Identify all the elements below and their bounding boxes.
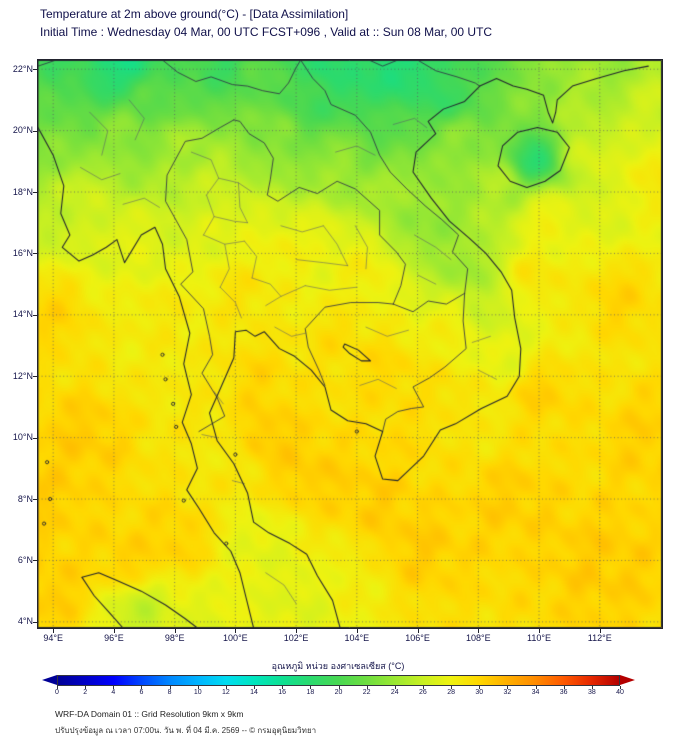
lon-tick-label: 106°E (405, 633, 430, 643)
lon-tick-label: 104°E (344, 633, 370, 643)
colorbar-left-arrow (42, 675, 57, 685)
colorbar-tick-mark (422, 686, 424, 689)
colorbar-tick-label: 18 (306, 689, 315, 696)
lon-tick-mark (296, 629, 298, 633)
lat-tick-label: 12°N (12, 370, 33, 381)
lon-tick-label: 100°E (223, 633, 248, 643)
lon-tick-label: 102°E (283, 633, 309, 643)
colorbar-tick-label: 34 (531, 689, 540, 696)
colorbar-tick-mark (479, 686, 481, 689)
colorbar-tick-mark (394, 686, 396, 689)
colorbar-gradient (57, 675, 620, 686)
colorbar-tick-mark (366, 686, 368, 689)
colorbar-tick-mark (169, 686, 171, 689)
colorbar-tick-label: 12 (221, 689, 230, 696)
update-copyright-info: ปรับปรุงข้อมูล ณ เวลา 07:00น. วัน พ. ที่… (55, 726, 317, 735)
lon-tick-mark (417, 629, 419, 633)
lon-tick-label: 98°E (164, 633, 185, 643)
colorbar-tick-mark (254, 686, 256, 689)
colorbar-tick-label: 38 (587, 689, 596, 696)
lon-tick-mark (599, 629, 601, 633)
lon-tick-label: 94°E (43, 633, 63, 643)
lon-tick-label: 112°E (587, 633, 612, 643)
colorbar-tick-label: 8 (167, 689, 172, 696)
colorbar-tick-label: 16 (278, 689, 287, 696)
colorbar-tick-label: 40 (616, 689, 624, 696)
colorbar-tick-label: 0 (55, 689, 59, 696)
lon-tick-label: 96°E (104, 633, 124, 643)
colorbar-tick-label: 22 (362, 689, 371, 696)
colorbar-tick-mark (141, 686, 143, 689)
lat-tick-label: 22°N (12, 63, 33, 74)
lat-tick-label: 16°N (12, 247, 33, 258)
colorbar-tick-label: 28 (447, 689, 455, 696)
lon-tick-mark (174, 629, 176, 633)
map-subtitle-init-valid-time: Initial Time : Wednesday 04 Mar, 00 UTC … (40, 25, 493, 39)
colorbar-tick-label: 6 (139, 689, 144, 696)
colorbar-right-arrow (620, 675, 635, 685)
colorbar-tick-mark (113, 686, 115, 689)
colorbar-tick-label: 26 (419, 689, 427, 696)
lat-tick-label: 20°N (12, 125, 33, 136)
lon-tick-mark (235, 629, 237, 633)
colorbar-tick-label: 32 (503, 689, 512, 696)
lon-tick-label: 110°E (527, 633, 551, 643)
colorbar-tick-mark (197, 686, 199, 689)
colorbar-tick-labels: 0 2 4 6 8 10 12 14 16 18 20 22 24 26 28 30 32 34 36 38 40 (55, 689, 624, 698)
temperature-heatmap-canvas (37, 59, 663, 629)
lat-tick-label: 10°N (12, 432, 33, 443)
lon-tick-mark (113, 629, 115, 633)
colorbar-tick-mark (620, 686, 621, 689)
colorbar-tick-mark (57, 686, 58, 689)
colorbar-tick-mark (282, 686, 284, 689)
colorbar-tick-mark (85, 686, 87, 689)
lat-tick-label: 8°N (17, 493, 33, 504)
colorbar-tick-label: 10 (193, 689, 202, 696)
colorbar-title: อุณหภูมิ หน่วย องศาเซลเซียส (°C) (271, 661, 405, 671)
map-title: Temperature at 2m above ground(°C) - [Da… (40, 7, 349, 21)
lon-tick-mark (53, 629, 55, 633)
colorbar-tick-label: 4 (111, 689, 116, 696)
colorbar-ticks (57, 686, 621, 689)
colorbar-tick-mark (338, 686, 340, 689)
colorbar-tick-mark (451, 686, 453, 689)
lat-tick-label: 14°N (12, 309, 33, 320)
colorbar-tick-label: 14 (250, 689, 258, 696)
colorbar-tick-label: 30 (475, 689, 484, 696)
temperature-colorbar: 0 2 4 6 8 10 12 14 16 18 20 22 24 26 28 30 32 34 36 38 40 (55, 675, 624, 698)
colorbar-tick-label: 20 (334, 689, 343, 696)
lon-tick-label: 108°E (465, 633, 491, 643)
colorbar-tick-mark (310, 686, 312, 689)
colorbar-tick-mark (535, 686, 537, 689)
colorbar-tick-label: 36 (559, 689, 568, 696)
colorbar-tick-mark (225, 686, 227, 689)
lon-tick-mark (478, 629, 480, 633)
lat-tick-label: 18°N (12, 186, 33, 197)
colorbar-tick-mark (563, 686, 565, 689)
model-domain-info: WRF-DA Domain 01 :: Grid Resolution 9km … (55, 709, 244, 719)
colorbar-tick-mark (507, 686, 509, 689)
lon-tick-mark (539, 629, 541, 633)
colorbar-tick-label: 2 (83, 689, 88, 696)
lat-tick-label: 4°N (17, 616, 33, 627)
lat-tick-label: 6°N (17, 554, 33, 565)
lon-tick-mark (356, 629, 358, 633)
colorbar-tick-label: 24 (390, 689, 399, 696)
colorbar-tick-mark (591, 686, 593, 689)
